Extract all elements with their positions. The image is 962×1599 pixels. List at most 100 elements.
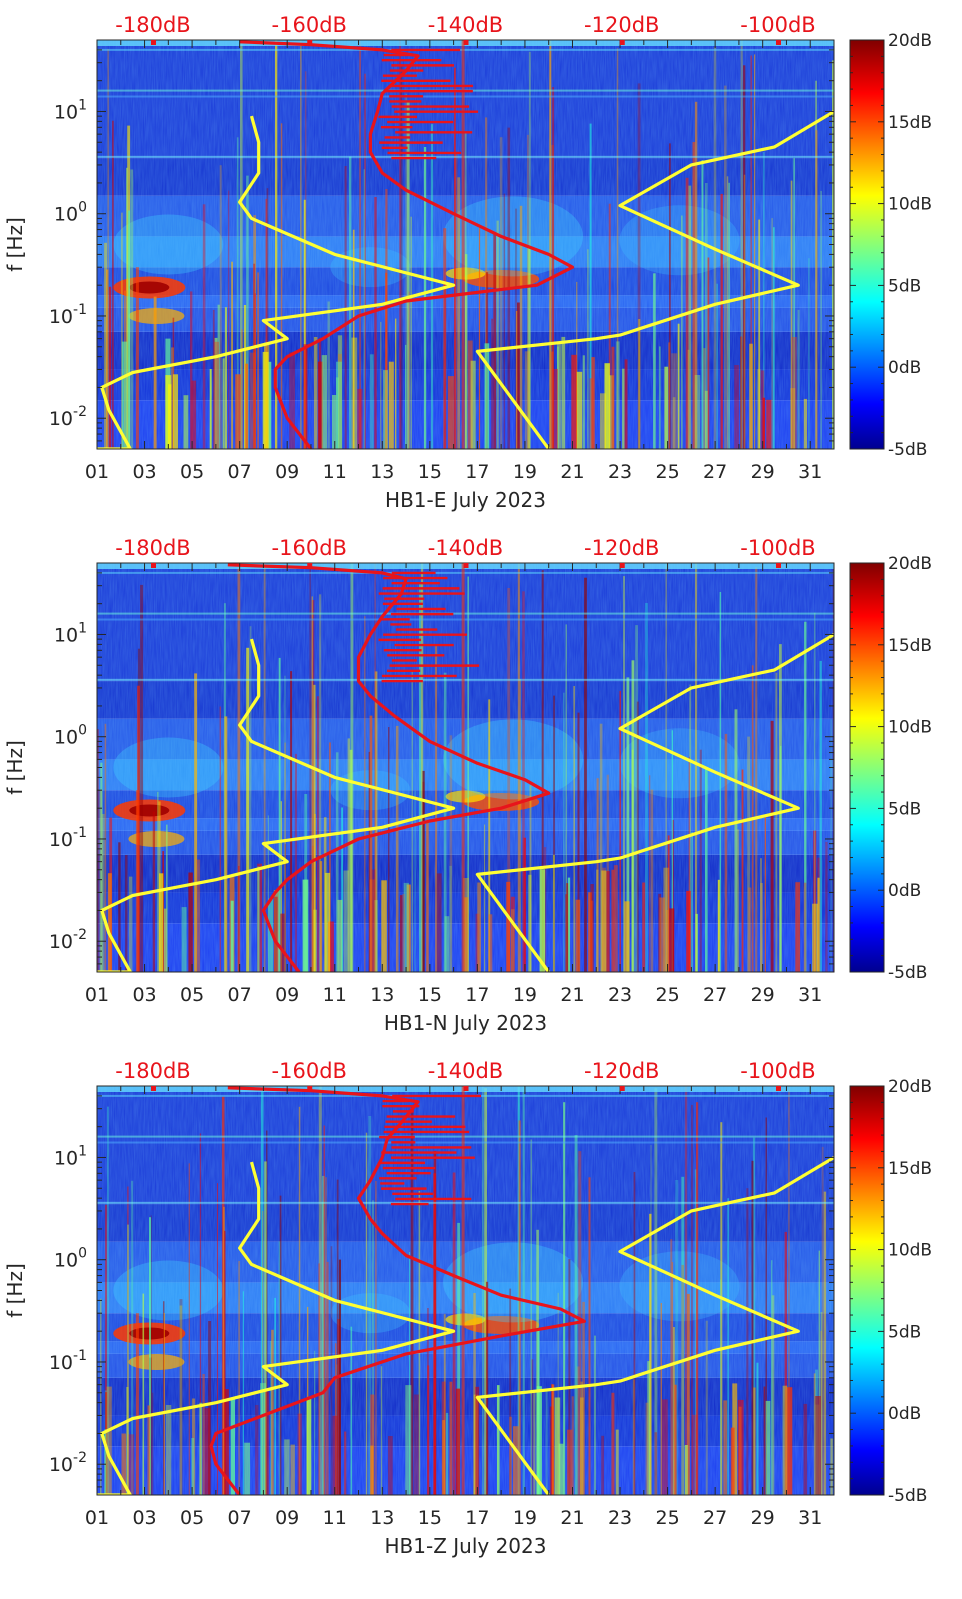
y-tick-label: 101 <box>54 1143 87 1169</box>
x-tick-label: 13 <box>370 984 394 1006</box>
x-tick-label: 25 <box>655 984 679 1006</box>
x-tick-label: 15 <box>418 1507 442 1529</box>
colorbar-label: 15dB <box>888 113 932 133</box>
x-tick-label: 01 <box>85 1507 109 1529</box>
x-tick-label: 07 <box>228 1507 252 1529</box>
colorbar-label: 10dB <box>888 1241 932 1261</box>
x-tick-label: 27 <box>703 461 727 483</box>
y-tick-label: 10-2 <box>49 1450 87 1476</box>
top-axis-label: -140dB <box>428 1059 503 1083</box>
y-tick-label: 100 <box>54 1246 87 1272</box>
y-tick-label: 101 <box>54 97 87 123</box>
x-tick-label: 09 <box>275 984 299 1006</box>
colorbar-label: 0dB <box>888 1404 921 1424</box>
x-axis-title: HB1-N July 2023 <box>384 1011 547 1035</box>
spectrogram-image <box>97 40 834 449</box>
x-tick-label: 17 <box>465 461 489 483</box>
x-tick-label: 13 <box>370 461 394 483</box>
colorbar-label: 10dB <box>888 718 932 738</box>
x-tick-label: 05 <box>180 1507 204 1529</box>
x-tick-label: 23 <box>608 1507 632 1529</box>
x-axis-title: HB1-Z July 2023 <box>385 1534 547 1558</box>
x-tick-label: 19 <box>513 984 537 1006</box>
series-line <box>97 115 456 449</box>
spectrogram-panel: 10-2 10-1 100 101 01 03 05 07 09 11 13 15 17 19 21 23 25… <box>3 1059 932 1558</box>
x-tick-label: 03 <box>132 461 156 483</box>
y-tick-label: 10-2 <box>49 404 87 430</box>
y-tick-label: 100 <box>54 723 87 749</box>
x-tick-label: 29 <box>751 461 775 483</box>
x-tick-label: 17 <box>465 984 489 1006</box>
y-tick-label: 10-1 <box>49 825 87 851</box>
x-tick-label: 27 <box>703 1507 727 1529</box>
colorbar-label: -5dB <box>888 1486 927 1506</box>
x-tick-label: 23 <box>608 461 632 483</box>
x-tick-label: 01 <box>85 461 109 483</box>
series-line <box>97 1161 456 1495</box>
spectrogram-image <box>97 563 834 972</box>
colorbar-label: 20dB <box>888 554 932 574</box>
x-tick-label: 05 <box>180 984 204 1006</box>
y-tick-label: 101 <box>54 620 87 646</box>
top-axis-label: -140dB <box>428 536 503 560</box>
x-tick-label: 31 <box>798 461 822 483</box>
x-axis-title: HB1-E July 2023 <box>385 488 546 512</box>
spectrogram-image <box>97 1086 834 1495</box>
x-tick-label: 09 <box>275 461 299 483</box>
x-tick-label: 07 <box>228 984 252 1006</box>
colorbar-label: 15dB <box>888 636 932 656</box>
colorbar-label: 5dB <box>888 799 921 819</box>
y-tick-label: 10-1 <box>49 1348 87 1374</box>
x-tick-label: 03 <box>132 984 156 1006</box>
x-tick-label: 09 <box>275 1507 299 1529</box>
colorbar-label: 5dB <box>888 276 921 296</box>
colorbar-label: 20dB <box>888 31 932 51</box>
colorbar-label: 5dB <box>888 1322 921 1342</box>
spectrogram-panel: 10-2 10-1 100 101 01 03 05 07 09 11 13 15 17 19 21 23 25… <box>3 13 932 512</box>
x-tick-label: 23 <box>608 984 632 1006</box>
x-tick-label: 17 <box>465 1507 489 1529</box>
y-tick-label: 100 <box>54 200 87 226</box>
x-tick-label: 03 <box>132 1507 156 1529</box>
colorbar <box>849 39 885 450</box>
x-tick-label: 29 <box>751 984 775 1006</box>
x-tick-label: 13 <box>370 1507 394 1529</box>
x-tick-label: 15 <box>418 984 442 1006</box>
colorbar-label: 0dB <box>888 881 921 901</box>
x-tick-label: 31 <box>798 984 822 1006</box>
colorbar-label: 0dB <box>888 358 921 378</box>
top-axis-label: -160dB <box>272 536 347 560</box>
series-line <box>227 563 551 972</box>
top-axis-label: -100dB <box>740 13 815 37</box>
colorbar-label: -5dB <box>888 440 927 460</box>
y-tick-label: 10-1 <box>49 302 87 328</box>
top-axis-label: -160dB <box>272 1059 347 1083</box>
colorbar-label: 15dB <box>888 1159 932 1179</box>
series-line <box>97 638 456 972</box>
x-tick-label: 21 <box>560 1507 584 1529</box>
y-tick-label: 10-2 <box>49 927 87 953</box>
x-tick-label: 15 <box>418 461 442 483</box>
series-line <box>475 110 834 449</box>
x-tick-label: 21 <box>560 461 584 483</box>
x-tick-label: 05 <box>180 461 204 483</box>
series-line <box>475 1156 834 1495</box>
colorbar-label: -5dB <box>888 963 927 983</box>
spectrogram-panel: 10-2 10-1 100 101 01 03 05 07 09 11 13 15 17 19 21 23 25… <box>3 536 932 1035</box>
y-axis-title: f [Hz] <box>3 740 27 795</box>
top-axis-label: -180dB <box>115 1059 190 1083</box>
x-tick-label: 07 <box>228 461 252 483</box>
top-axis-label: -100dB <box>740 1059 815 1083</box>
top-axis-label: -140dB <box>428 13 503 37</box>
x-tick-label: 01 <box>85 984 109 1006</box>
x-tick-label: 27 <box>703 984 727 1006</box>
top-axis-label: -180dB <box>115 536 190 560</box>
x-tick-label: 11 <box>323 984 347 1006</box>
top-axis-label: -120dB <box>584 13 659 37</box>
x-tick-label: 21 <box>560 984 584 1006</box>
x-tick-label: 11 <box>323 1507 347 1529</box>
x-tick-label: 31 <box>798 1507 822 1529</box>
x-tick-label: 19 <box>513 1507 537 1529</box>
y-axis-title: f [Hz] <box>3 1263 27 1318</box>
